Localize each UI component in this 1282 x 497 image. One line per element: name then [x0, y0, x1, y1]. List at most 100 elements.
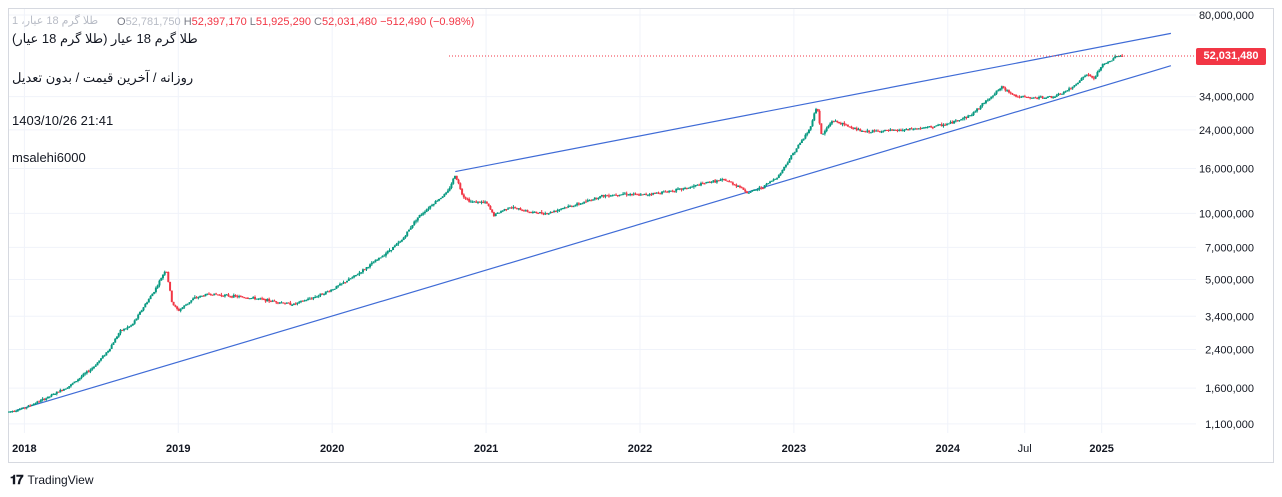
candle-body — [287, 302, 290, 304]
x-axis[interactable]: 2018 2019 2020 2021 2022 2023 2024 Jul 2025 — [12, 443, 1114, 455]
candle-body — [20, 408, 23, 410]
candle-body — [124, 328, 127, 330]
candle-body — [1043, 97, 1046, 99]
candle-body — [515, 208, 518, 210]
candle-body — [634, 193, 637, 195]
trendline-upper[interactable] — [455, 32, 1172, 173]
candle-body — [420, 214, 423, 216]
candle-body — [738, 186, 741, 188]
high-label: H — [183, 16, 192, 28]
candle-body — [462, 194, 465, 198]
candle-body — [914, 128, 917, 130]
candle-body — [645, 193, 648, 195]
candle-body — [331, 289, 334, 291]
x-tick-label: 2019 — [166, 443, 190, 455]
candle-body — [731, 182, 734, 185]
candle-body — [209, 294, 212, 296]
candle-body — [16, 410, 19, 412]
candle-body — [330, 289, 333, 292]
candle-body — [346, 280, 349, 283]
candle-body — [579, 203, 582, 205]
candle-body — [569, 205, 572, 207]
candle-body — [282, 302, 285, 304]
candle-body — [285, 302, 288, 304]
candle-body — [993, 93, 996, 96]
candle-body — [252, 297, 255, 299]
candle-body — [818, 110, 821, 124]
candle-body — [986, 100, 989, 102]
candle-body — [685, 187, 688, 189]
candle-body — [689, 186, 692, 188]
candle-body — [494, 213, 497, 216]
candle-body — [919, 128, 922, 130]
candle-body — [554, 211, 557, 213]
candle-body — [1099, 67, 1102, 71]
candle-body — [1045, 97, 1048, 99]
candle-body — [639, 194, 642, 196]
candle-body — [453, 175, 456, 179]
candle-body — [611, 195, 614, 197]
candle-body — [358, 272, 361, 275]
candle-body — [423, 211, 426, 214]
candle-body — [496, 212, 499, 214]
candle-body — [861, 130, 864, 132]
chart-frame[interactable] — [8, 8, 1274, 463]
candle-body — [1000, 86, 1003, 89]
candle-body — [715, 180, 718, 183]
candle-body — [746, 191, 749, 193]
candle-body — [1052, 97, 1055, 99]
candle-body — [600, 195, 603, 197]
candle-body — [793, 152, 796, 154]
candle-body — [393, 245, 396, 247]
candle-body — [694, 185, 697, 187]
candle-body — [664, 191, 667, 193]
x-tick-label: 2023 — [782, 443, 806, 455]
candle-body — [1105, 63, 1108, 65]
candle-body — [1091, 76, 1094, 78]
candle-body — [761, 188, 764, 190]
candle-body — [1061, 93, 1064, 95]
candle-body — [680, 188, 683, 190]
candle-body — [949, 121, 952, 124]
y-axis[interactable]: 80,000,000 34,000,000 24,000,000 16,000,000… — [1199, 10, 1254, 431]
candle-body — [372, 262, 375, 264]
candle-body — [707, 181, 710, 183]
trendline-lower[interactable] — [16, 65, 1172, 411]
candle-body — [163, 271, 166, 275]
candle-body — [439, 198, 442, 200]
candle-body — [908, 128, 911, 130]
candle-body — [326, 291, 329, 293]
candle-body — [149, 296, 152, 300]
candle-body — [438, 199, 441, 201]
candle-body — [583, 201, 586, 204]
candle-body — [126, 327, 129, 329]
candle-body — [676, 188, 679, 190]
candle-body — [595, 197, 598, 199]
trendlines[interactable] — [16, 32, 1172, 411]
candle-body — [1082, 76, 1085, 79]
candle-body — [776, 177, 779, 179]
candle-body — [23, 407, 26, 409]
candle-body — [944, 124, 947, 126]
candle-body — [931, 127, 934, 129]
candle-body — [876, 130, 879, 132]
candle-body — [92, 366, 95, 369]
candle-body — [1085, 74, 1088, 76]
candle-body — [574, 205, 577, 207]
candle-body — [241, 296, 244, 298]
candle-body — [855, 128, 858, 131]
tradingview-logo[interactable]: 𝟏𝟕 TradingView — [10, 472, 94, 488]
candle-body — [473, 201, 476, 203]
candle-body — [784, 164, 787, 167]
candle-body — [140, 310, 143, 312]
candle-body — [976, 108, 979, 112]
candle-body — [427, 208, 430, 210]
candle-body — [730, 181, 733, 183]
candle-body — [392, 246, 395, 251]
candle-body — [901, 130, 904, 132]
candle-body — [115, 336, 118, 339]
candle-body — [777, 175, 780, 178]
candle-body — [910, 128, 913, 130]
candle-body — [606, 195, 609, 197]
